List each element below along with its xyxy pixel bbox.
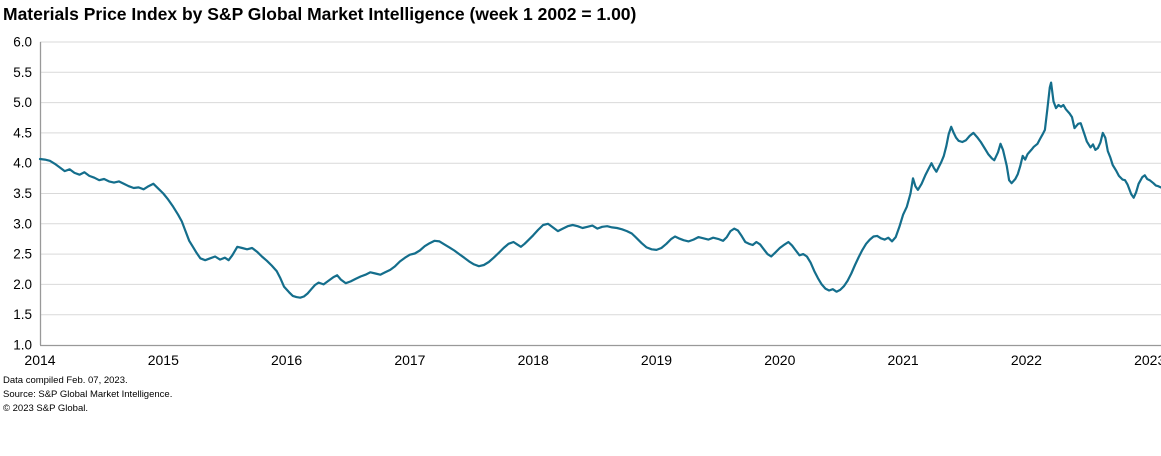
- x-axis-tick-label: 2019: [641, 352, 672, 368]
- y-axis-tick-label: 2.5: [13, 247, 32, 262]
- y-axis-tick-label: 1.0: [13, 338, 32, 353]
- y-axis-tick-label: 1.5: [13, 307, 32, 322]
- x-axis-tick-label: 2018: [518, 352, 549, 368]
- source-note: Source: S&P Global Market Intelligence.: [3, 389, 173, 400]
- copyright-note: © 2023 S&P Global.: [3, 403, 88, 414]
- y-axis-tick-label: 5.5: [13, 65, 32, 80]
- data-compiled-note: Data compiled Feb. 07, 2023.: [3, 375, 128, 386]
- y-axis-tick-label: 6.0: [13, 35, 32, 50]
- chart-title: Materials Price Index by S&P Global Mark…: [3, 4, 637, 24]
- x-axis-tick-label: 2022: [1011, 352, 1042, 368]
- x-axis-tick-label: 2017: [394, 352, 425, 368]
- x-axis-tick-label: 2016: [271, 352, 302, 368]
- y-axis-tick-label: 3.0: [13, 216, 32, 231]
- y-axis-tick-label: 5.0: [13, 95, 32, 110]
- x-axis-tick-label: 2015: [148, 352, 179, 368]
- chart-footnotes: Data compiled Feb. 07, 2023. Source: S&P…: [3, 374, 172, 416]
- price-index-line: [38, 81, 1161, 299]
- y-axis-tick-label: 4.0: [13, 156, 32, 171]
- y-axis-tick-label: 4.5: [13, 125, 32, 140]
- x-axis-tick-label: 2020: [764, 352, 795, 368]
- y-axis-tick-label: 3.5: [13, 186, 32, 201]
- x-axis-tick-label: 2014: [24, 352, 55, 368]
- y-axis-tick-label: 2.0: [13, 277, 32, 292]
- x-axis-tick-label: 2023: [1134, 352, 1161, 368]
- x-axis-tick-label: 2021: [888, 352, 919, 368]
